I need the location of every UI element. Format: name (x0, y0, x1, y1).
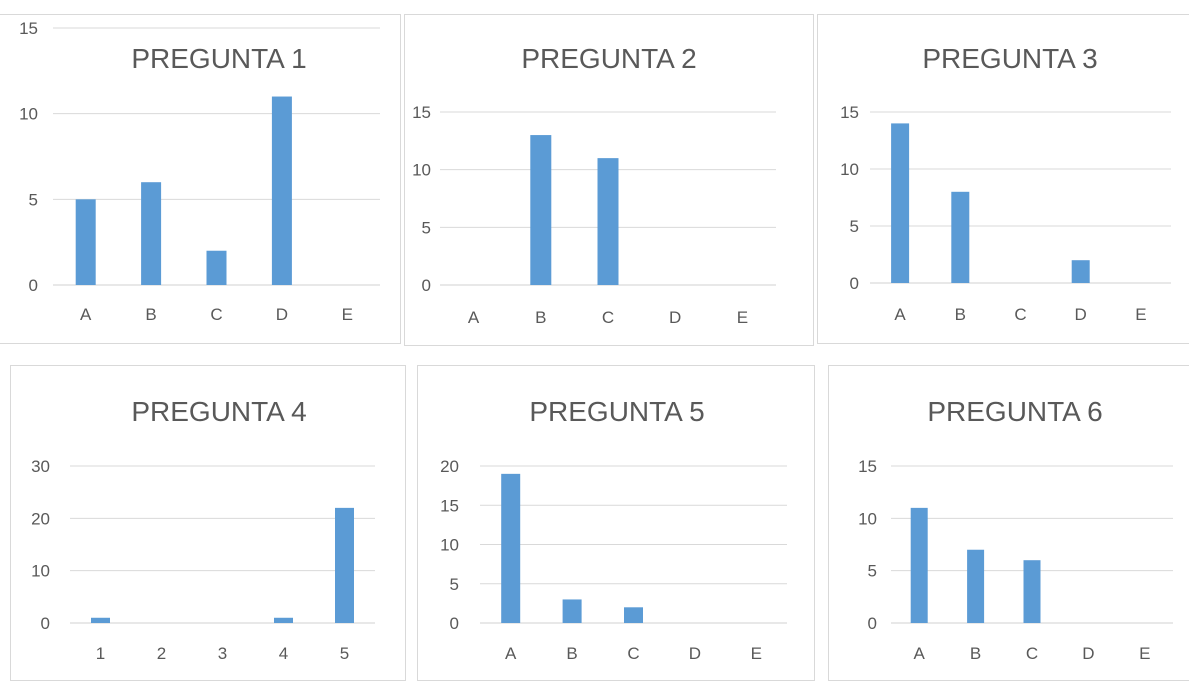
chart-6-ytick-label: 5 (868, 562, 877, 581)
chart-5-title: PREGUNTA 5 (529, 396, 704, 427)
chart-1-title: PREGUNTA 1 (131, 43, 306, 74)
chart-panel-3 (817, 14, 1189, 344)
chart-2-xtick-label: E (737, 308, 748, 327)
chart-1-bar-A (75, 199, 96, 285)
chart-6-xtick-label: A (914, 644, 926, 663)
chart-3-ytick-label: 10 (840, 160, 859, 179)
chart-6-ytick-label: 10 (858, 509, 877, 528)
chart-6-xtick-label: E (1139, 644, 1150, 663)
chart-6-xtick-label: C (1026, 644, 1038, 663)
chart-6-ytick-label: 0 (868, 614, 877, 633)
chart-2-ytick-label: 15 (412, 103, 431, 122)
chart-5-bar-A (501, 473, 521, 623)
chart-4-title: PREGUNTA 4 (131, 396, 306, 427)
chart-4-ytick-label: 0 (41, 614, 50, 633)
chart-1-xtick-label: B (145, 305, 156, 324)
chart-1-xtick-label: E (342, 305, 353, 324)
chart-5-ytick-label: 15 (440, 496, 459, 515)
chart-4-ytick-label: 20 (31, 509, 50, 528)
chart-6-bar-B (967, 549, 985, 623)
chart-panel-5 (417, 365, 815, 681)
chart-6-title: PREGUNTA 6 (927, 396, 1102, 427)
chart-6-xtick-label: D (1082, 644, 1094, 663)
chart-2-ytick-label: 0 (422, 276, 431, 295)
chart-1-bar-C (206, 250, 227, 285)
chart-1-ytick-label: 5 (29, 190, 38, 209)
chart-2-xtick-label: A (468, 308, 480, 327)
chart-4-xtick-label: 1 (96, 644, 105, 663)
chart-6-bar-A (910, 507, 928, 623)
chart-1-bar-D (271, 96, 292, 286)
chart-1-xtick-label: D (276, 305, 288, 324)
chart-3-title: PREGUNTA 3 (922, 43, 1097, 74)
chart-panel-1 (0, 14, 401, 344)
chart-2-xtick-label: D (669, 308, 681, 327)
chart-3-ytick-label: 0 (850, 274, 859, 293)
chart-2-xtick-label: B (535, 308, 546, 327)
chart-3-xtick-label: E (1135, 305, 1146, 324)
chart-4-xtick-label: 4 (279, 644, 288, 663)
chart-1-xtick-label: A (80, 305, 92, 324)
chart-2-title: PREGUNTA 2 (521, 43, 696, 74)
chart-6-xtick-label: B (970, 644, 981, 663)
chart-5-xtick-label: C (627, 644, 639, 663)
chart-5-bar-B (562, 599, 582, 623)
chart-3-xtick-label: B (955, 305, 966, 324)
chart-3-bar-A (891, 123, 910, 284)
chart-1-xtick-label: C (210, 305, 222, 324)
chart-5-ytick-label: 0 (450, 614, 459, 633)
chart-6-ytick-label: 15 (858, 457, 877, 476)
chart-2-bar-C (597, 158, 619, 285)
chart-2-ytick-label: 10 (412, 161, 431, 180)
chart-5-ytick-label: 20 (440, 457, 459, 476)
chart-5-ytick-label: 10 (440, 536, 459, 555)
chart-3-ytick-label: 15 (840, 103, 859, 122)
chart-1-ytick-label: 10 (19, 105, 38, 124)
chart-3-ytick-label: 5 (850, 217, 859, 236)
chart-4-bar-5 (335, 507, 354, 623)
chart-2-ytick-label: 5 (422, 218, 431, 237)
chart-2-bar-B (530, 135, 552, 285)
chart-4-xtick-label: 5 (340, 644, 349, 663)
chart-3-xtick-label: A (894, 305, 906, 324)
chart-5-ytick-label: 5 (450, 575, 459, 594)
chart-4-bar-4 (274, 617, 293, 623)
chart-6-bar-C (1023, 560, 1041, 623)
chart-4-ytick-label: 10 (31, 562, 50, 581)
chart-3-bar-D (1071, 260, 1090, 283)
chart-4-xtick-label: 3 (218, 644, 227, 663)
chart-1-ytick-label: 0 (29, 276, 38, 295)
chart-4-ytick-label: 30 (31, 457, 50, 476)
chart-5-bar-C (624, 607, 643, 623)
chart-5-xtick-label: A (505, 644, 517, 663)
chart-5-xtick-label: D (689, 644, 701, 663)
chart-2-xtick-label: C (602, 308, 614, 327)
chart-3-bar-B (951, 191, 970, 283)
chart-3-xtick-label: C (1014, 305, 1026, 324)
chart-4-bar-1 (91, 617, 110, 623)
chart-1-bar-B (141, 182, 162, 285)
chart-3-xtick-label: D (1075, 305, 1087, 324)
chart-4-xtick-label: 2 (157, 644, 166, 663)
chart-5-xtick-label: E (751, 644, 762, 663)
chart-1-ytick-label: 15 (19, 19, 38, 38)
chart-5-xtick-label: B (566, 644, 577, 663)
